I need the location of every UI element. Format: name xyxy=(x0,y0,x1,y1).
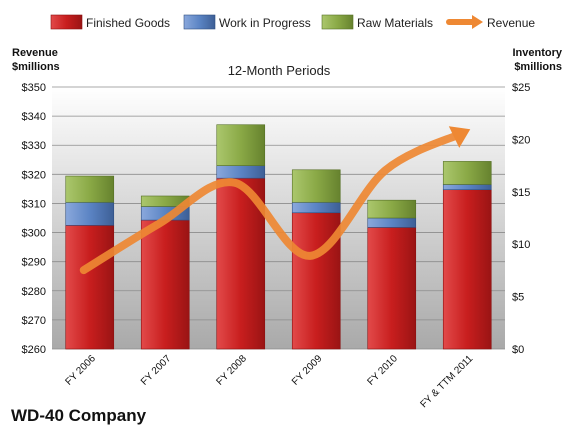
legend: Finished Goods Work in Progress Raw Mate… xyxy=(50,14,535,30)
y-left-title-line1: Revenue xyxy=(12,47,58,59)
bars xyxy=(65,124,492,350)
y-right-tick-label: $15 xyxy=(512,187,530,199)
plot-area xyxy=(52,87,505,349)
x-tick-label: FY 2006 xyxy=(63,353,98,388)
bar-work-in-progress xyxy=(65,201,115,226)
legend-label-work-in-progress: Work in Progress xyxy=(219,16,311,30)
x-tick-label: FY 2010 xyxy=(365,353,400,388)
x-ticks: FY 2006 FY 2007 FY 2008 FY 2009 FY 2010 FY & … xyxy=(63,353,475,410)
legend-swatch-work-in-progress xyxy=(183,14,216,30)
bar-raw-materials xyxy=(65,175,115,203)
y-left-ticks: $260 $270 $280 $290 $300 $310 $320 $330 $340 $350 xyxy=(22,82,46,356)
revenue-arrow-head xyxy=(448,126,471,148)
y-right-tick-label: $0 xyxy=(512,344,524,356)
y-left-tick-label: $310 xyxy=(22,198,46,210)
bar-raw-materials xyxy=(216,124,266,166)
x-tick-label: FY 2009 xyxy=(290,353,325,388)
x-tick-label: FY 2008 xyxy=(214,353,249,388)
revenue-line xyxy=(79,126,471,275)
y-right-tick-label: $25 xyxy=(512,82,530,94)
legend-arrow-revenue xyxy=(472,15,483,29)
y-left-tick-label: $350 xyxy=(22,82,46,94)
y-left-tick-label: $260 xyxy=(22,344,46,356)
bar-finished-goods xyxy=(65,225,115,350)
bar-work-in-progress xyxy=(442,184,492,191)
y-left-tick-label: $280 xyxy=(22,286,46,298)
legend-swatch-raw-materials xyxy=(321,14,354,30)
y-left-tick-label: $330 xyxy=(22,140,46,152)
y-left-title-line2: $millions xyxy=(12,61,60,73)
x-tick-label: FY & TTM 2011 xyxy=(418,353,475,410)
x-tick-label: FY 2007 xyxy=(139,353,174,388)
y-right-tick-label: $20 xyxy=(512,134,530,146)
bar-finished-goods xyxy=(442,189,492,350)
legend-label-revenue: Revenue xyxy=(487,16,535,30)
company-name: WD-40 Company xyxy=(11,406,147,425)
y-left-tick-label: $270 xyxy=(22,315,46,327)
bar-raw-materials xyxy=(442,161,492,185)
bar-work-in-progress xyxy=(367,217,417,228)
y-left-tick-label: $340 xyxy=(22,111,46,123)
y-right-title-line2: $millions xyxy=(514,61,562,73)
y-right-title-line1: Inventory xyxy=(512,47,562,59)
plot-subtitle: 12-Month Periods xyxy=(228,63,331,78)
bar-finished-goods xyxy=(140,219,190,350)
y-right-ticks: $0 $5 $10 $15 $20 $25 xyxy=(512,82,530,356)
y-left-tick-label: $290 xyxy=(22,257,46,269)
y-right-tick-label: $10 xyxy=(512,239,530,251)
legend-swatch-finished-goods xyxy=(50,14,83,30)
bar-raw-materials xyxy=(291,169,341,203)
revenue-line-path xyxy=(79,129,466,275)
y-right-tick-label: $5 xyxy=(512,292,524,304)
bar-raw-materials xyxy=(367,199,417,219)
legend-label-finished-goods: Finished Goods xyxy=(86,16,170,30)
y-left-tick-label: $300 xyxy=(22,228,46,240)
legend-label-raw-materials: Raw Materials xyxy=(357,16,433,30)
y-left-tick-label: $320 xyxy=(22,169,46,181)
bar-finished-goods xyxy=(367,227,417,350)
bar-work-in-progress xyxy=(291,201,341,214)
bar-work-in-progress xyxy=(216,165,266,179)
bar-finished-goods xyxy=(291,212,341,350)
